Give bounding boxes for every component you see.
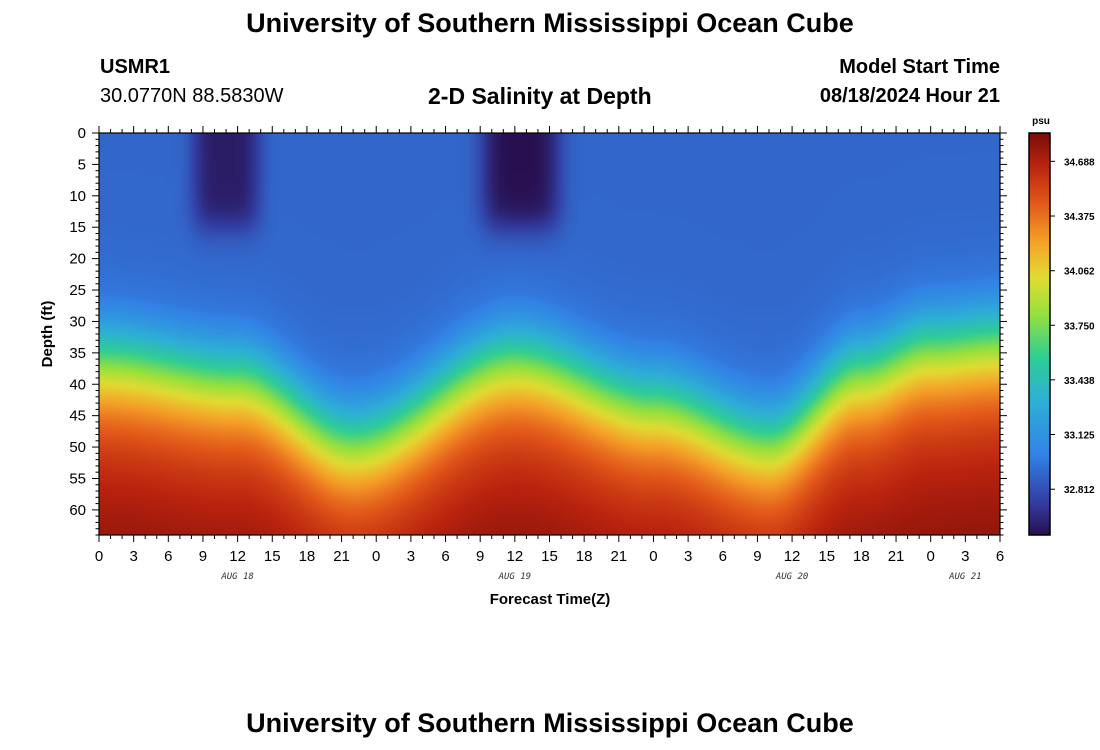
x-tick-label: 15 <box>541 548 558 565</box>
y-tick-label: 30 <box>69 313 86 330</box>
colorbar <box>1028 132 1051 536</box>
x-tick-label: 0 <box>649 548 657 565</box>
x-axis-label: Forecast Time(Z) <box>490 591 611 608</box>
x-tick-label: 3 <box>961 548 969 565</box>
colorbar-tick-label: 34.688 <box>1064 157 1095 168</box>
colorbar-ticks: 34.688 34.375 34.062 33.750 33.438 33.125 32.8… <box>1050 157 1095 496</box>
y-tick-label: 25 <box>69 282 86 299</box>
x-tick-label: 0 <box>927 548 935 565</box>
colorbar-tick-label: 34.375 <box>1064 212 1095 223</box>
salinity-heatmap <box>99 133 1000 535</box>
y-tick-label: 55 <box>69 470 86 487</box>
plot-title: 2-D Salinity at Depth <box>428 83 652 109</box>
x-tick-label: 3 <box>407 548 415 565</box>
date-label: AUG 18 <box>220 572 254 582</box>
date-label: AUG 19 <box>498 572 532 582</box>
x-tick-label: 0 <box>95 548 103 565</box>
date-label: AUG 21 <box>948 572 982 582</box>
x-tick-label: 18 <box>576 548 593 565</box>
y-tick-label: 15 <box>69 219 86 236</box>
x-tick-label: 18 <box>853 548 870 565</box>
x-tick-label: 9 <box>753 548 761 565</box>
colorbar-unit: psu <box>1032 116 1050 127</box>
colorbar-tick-label: 32.812 <box>1064 485 1095 496</box>
station-coordinates: 30.0770N 88.5830W <box>100 85 284 107</box>
y-axis: 0 5 10 15 20 25 30 35 40 45 50 55 60 <box>69 125 1007 536</box>
y-tick-label: 5 <box>78 156 86 173</box>
y-tick-label: 35 <box>69 345 86 362</box>
x-tick-label: 15 <box>264 548 281 565</box>
y-tick-label: 60 <box>69 502 86 519</box>
y-tick-label: 50 <box>69 439 86 456</box>
x-tick-label: 18 <box>299 548 316 565</box>
y-tick-label: 40 <box>69 376 86 393</box>
x-tick-label: 12 <box>507 548 524 565</box>
footer-title: University of Southern Mississippi Ocean… <box>246 708 854 738</box>
colorbar-tick-label: 33.125 <box>1064 431 1095 442</box>
x-tick-label: 6 <box>996 548 1004 565</box>
colorbar-tick-label: 33.438 <box>1064 376 1095 387</box>
x-tick-label: 15 <box>818 548 835 565</box>
page-title: University of Southern Mississippi Ocean… <box>246 8 854 38</box>
y-tick-label: 45 <box>69 408 86 425</box>
x-tick-label: 0 <box>372 548 380 565</box>
y-tick-label: 10 <box>69 188 86 205</box>
model-start-label: Model Start Time <box>839 56 1000 78</box>
plot-border <box>98 132 1001 536</box>
x-tick-label: 21 <box>610 548 627 565</box>
colorbar-tick-label: 34.062 <box>1064 267 1095 278</box>
x-tick-label: 9 <box>476 548 484 565</box>
x-tick-label: 6 <box>719 548 727 565</box>
x-tick-label: 21 <box>333 548 350 565</box>
x-tick-label: 12 <box>229 548 246 565</box>
colorbar-tick-label: 33.750 <box>1064 321 1095 332</box>
x-tick-label: 21 <box>888 548 905 565</box>
x-axis: 0 3 6 9 12 15 18 21 0 3 6 9 12 15 18 21 0 3 6 9 12 15 18 21 0 3 6 A… <box>95 126 1004 582</box>
x-tick-label: 9 <box>199 548 207 565</box>
x-tick-label: 6 <box>164 548 172 565</box>
y-tick-label: 0 <box>78 125 86 142</box>
x-tick-label: 3 <box>684 548 692 565</box>
y-tick-label: 20 <box>69 251 86 268</box>
date-label: AUG 20 <box>775 572 809 582</box>
model-start-value: 08/18/2024 Hour 21 <box>819 85 1000 107</box>
x-tick-label: 3 <box>129 548 137 565</box>
station-id: USMR1 <box>100 56 171 78</box>
x-tick-label: 12 <box>784 548 801 565</box>
x-tick-label: 6 <box>441 548 449 565</box>
y-axis-label: Depth (ft) <box>39 301 56 368</box>
